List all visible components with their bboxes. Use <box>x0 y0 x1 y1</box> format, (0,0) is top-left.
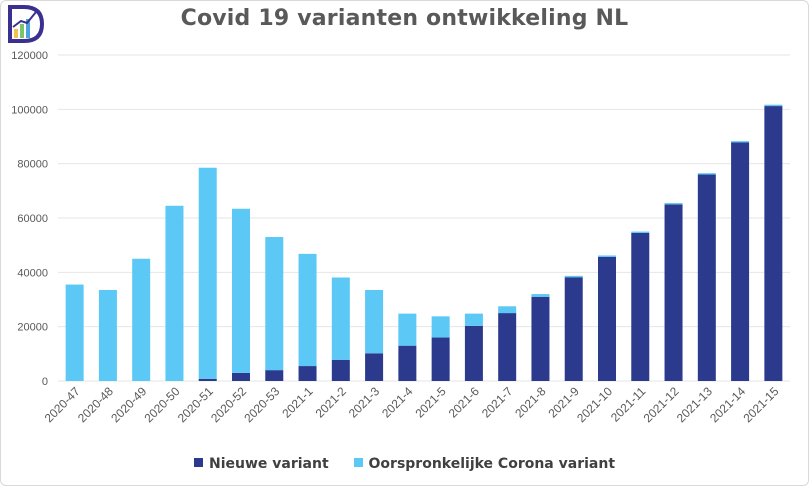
x-tick-label: 2021-14 <box>707 384 748 425</box>
bar-nieuwe-variant <box>598 256 616 381</box>
bar-nieuwe-variant <box>564 277 583 381</box>
bar-oorspronkelijke-variant <box>664 203 683 205</box>
bar-oorspronkelijke-variant <box>697 173 716 175</box>
bar-oorspronkelijke-variant <box>464 313 483 326</box>
bar-oorspronkelijke-variant <box>598 255 616 257</box>
bar-nieuwe-variant <box>697 174 716 381</box>
bar-nieuwe-variant <box>365 353 384 381</box>
bar-oorspronkelijke-variant <box>132 258 151 381</box>
bar-oorspronkelijke-variant <box>298 253 317 367</box>
bar-nieuwe-variant <box>764 106 783 381</box>
y-tick-label: 40000 <box>17 267 48 279</box>
x-tick-label: 2020-49 <box>108 384 149 425</box>
legend-label-nieuwe-variant: Nieuwe variant <box>208 456 329 472</box>
x-tick-label: 2021-8 <box>512 384 549 421</box>
bar-oorspronkelijke-variant <box>531 294 550 297</box>
logo-icon <box>8 5 45 43</box>
bar-oorspronkelijke-variant <box>764 104 783 107</box>
bar-oorspronkelijke-variant <box>65 284 84 381</box>
x-axis-ticks: 2020-472020-482020-492020-502020-512020-… <box>42 384 782 425</box>
bar-nieuwe-variant <box>464 325 483 381</box>
y-tick-label: 80000 <box>17 159 48 171</box>
legend-item-oorspronkelijke-variant: Oorspronkelijke Corona variant <box>353 456 616 472</box>
bar-oorspronkelijke-variant <box>431 316 450 338</box>
bar-oorspronkelijke-variant <box>232 208 250 373</box>
x-tick-label: 2020-50 <box>142 384 183 425</box>
bar-oorspronkelijke-variant <box>165 205 184 381</box>
x-tick-label: 2021-10 <box>574 384 615 425</box>
x-tick-label: 2021-2 <box>313 384 350 421</box>
x-tick-label: 2021-12 <box>641 384 682 425</box>
bar-oorspronkelijke-variant <box>331 277 350 360</box>
y-tick-label: 120000 <box>11 50 48 62</box>
bar-nieuwe-variant <box>331 359 350 381</box>
x-tick-label: 2020-51 <box>175 384 216 425</box>
x-tick-label: 2020-47 <box>42 384 83 425</box>
bar-oorspronkelijke-variant <box>398 313 417 346</box>
x-tick-label: 2021-5 <box>412 384 449 421</box>
bar-nieuwe-variant <box>531 296 550 381</box>
bar-nieuwe-variant <box>631 232 650 381</box>
y-tick-label: 100000 <box>11 104 48 116</box>
bar-oorspronkelijke-variant <box>265 237 284 371</box>
bar-oorspronkelijke-variant <box>498 306 517 314</box>
x-tick-label: 2021-1 <box>279 384 316 421</box>
bar-oorspronkelijke-variant <box>631 231 650 233</box>
x-tick-label: 2020-52 <box>208 384 249 425</box>
legend-swatch-nieuwe-variant <box>193 458 203 467</box>
x-tick-label: 2021-13 <box>674 384 715 425</box>
bar-oorspronkelijke-variant <box>731 141 750 143</box>
x-tick-label: 2021-15 <box>740 384 781 425</box>
bar-nieuwe-variant <box>398 345 417 381</box>
x-tick-label: 2020-48 <box>75 384 116 425</box>
bar-oorspronkelijke-variant <box>365 289 384 354</box>
bar-nieuwe-variant <box>431 337 450 381</box>
bar-oorspronkelijke-variant <box>198 167 217 379</box>
x-tick-label: 2021-4 <box>379 384 416 421</box>
x-tick-label: 2020-53 <box>241 384 282 425</box>
bars <box>65 104 783 381</box>
bar-nieuwe-variant <box>265 370 284 381</box>
bar-nieuwe-variant <box>731 142 750 381</box>
x-tick-label: 2021-6 <box>446 384 483 421</box>
legend-item-nieuwe-variant: Nieuwe variant <box>193 456 329 472</box>
bar-nieuwe-variant <box>664 204 683 381</box>
bar-nieuwe-variant <box>298 366 317 381</box>
legend: Nieuwe variant Oorspronkelijke Corona va… <box>0 456 809 472</box>
bar-oorspronkelijke-variant <box>564 275 583 278</box>
y-axis-ticks: 0 20000 40000 60000 80000 100000 120000 <box>11 50 48 388</box>
legend-swatch-oorspronkelijke-variant <box>353 458 363 467</box>
bar-nieuwe-variant <box>498 313 517 381</box>
y-tick-label: 20000 <box>17 322 48 334</box>
legend-label-oorspronkelijke-variant: Oorspronkelijke Corona variant <box>368 456 616 472</box>
x-tick-label: 2021-3 <box>346 384 383 421</box>
bar-nieuwe-variant <box>232 372 250 381</box>
y-tick-label: 0 <box>42 376 48 388</box>
x-tick-label: 2021-7 <box>479 384 516 421</box>
chart-title: Covid 19 varianten ontwikkeling NL <box>180 6 629 31</box>
bar-oorspronkelijke-variant <box>98 289 117 381</box>
bar-nieuwe-variant <box>198 378 217 381</box>
y-tick-label: 60000 <box>17 213 48 225</box>
